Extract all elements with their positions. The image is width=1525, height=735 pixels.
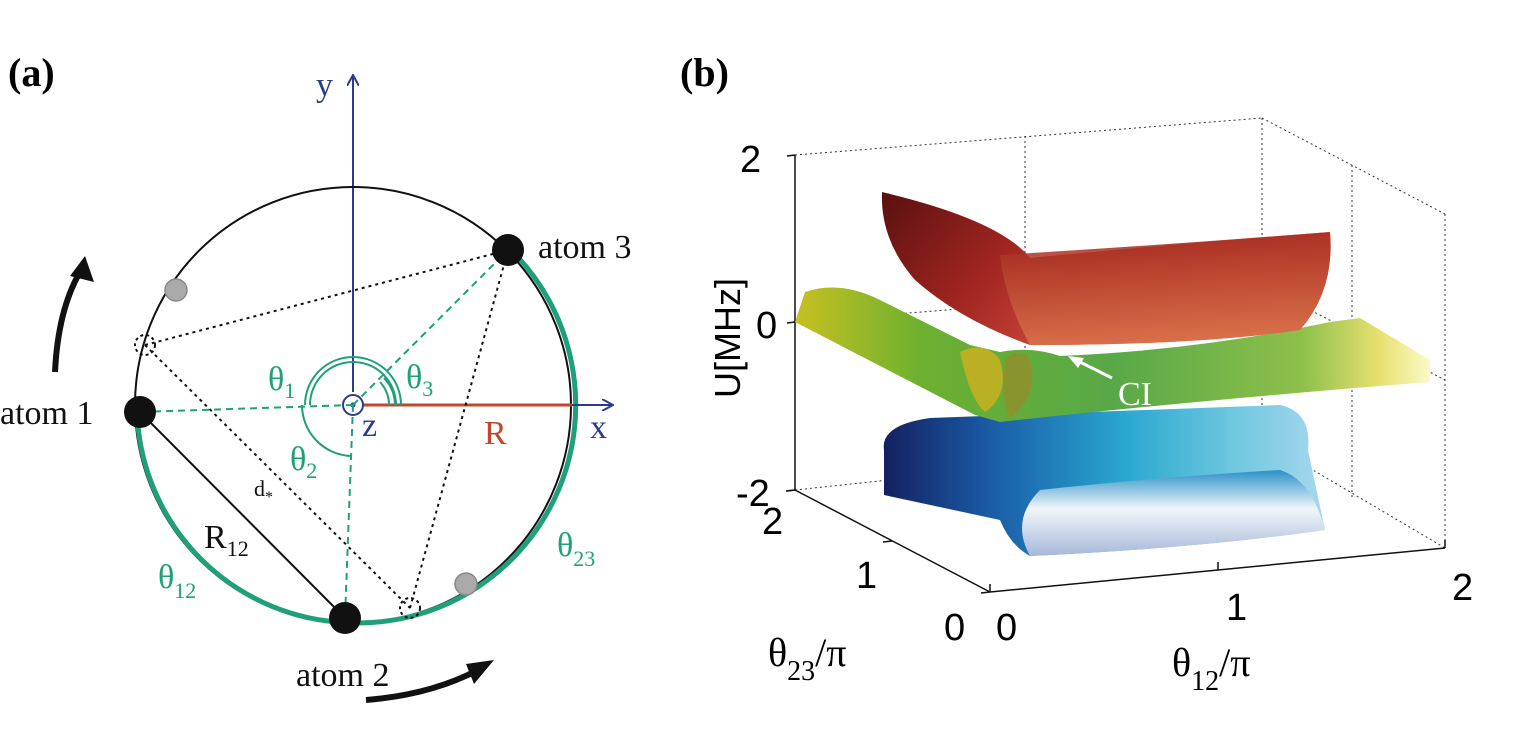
- y-axis-label: θ23/π: [768, 630, 846, 687]
- theta12-label: θ12: [158, 559, 196, 603]
- radius-label: R: [484, 415, 507, 452]
- x-axis-label: θ12/π: [1172, 640, 1250, 697]
- theta23-arc: [356, 248, 579, 626]
- atom-2-label: atom 2: [296, 657, 389, 694]
- atom-1-dot: [124, 396, 156, 428]
- dotted-position-marker-1: [134, 334, 156, 356]
- rotation-arrow-left: [52, 270, 83, 373]
- z-tick-2: 2: [740, 139, 761, 181]
- atom-1-label: atom 1: [0, 395, 93, 432]
- tick-marks: [785, 154, 1446, 594]
- theta1-label: θ1: [268, 361, 295, 403]
- atom-3-dot: [492, 234, 524, 266]
- r12-label: R12: [204, 519, 249, 561]
- atom-position-lines: [139, 249, 509, 619]
- z-axis-label: U[MHz]: [707, 278, 748, 398]
- ghost-atom-2: [454, 572, 478, 596]
- z-tick-0: 0: [756, 305, 777, 347]
- x-tick-1: 1: [1226, 587, 1247, 629]
- z-tick-neg2: -2: [736, 473, 770, 515]
- dstar-label: d*: [254, 476, 273, 506]
- distance-lines: [144, 249, 509, 609]
- atom-3-label: atom 3: [538, 229, 631, 266]
- y-tick-0: 0: [944, 607, 965, 649]
- atom-2-dot: [329, 602, 361, 634]
- y-tick-1: 1: [856, 555, 877, 597]
- x-tick-2: 2: [1452, 567, 1473, 609]
- theta23-label: θ23: [557, 527, 595, 571]
- rotation-arrow-bottom: [365, 667, 480, 703]
- ci-label: CI: [1118, 376, 1152, 413]
- y-tick-2: 2: [762, 501, 783, 543]
- panel-a: (a) y x R z: [0, 50, 631, 703]
- panel-b: (b): [680, 50, 1473, 697]
- y-axis-label: y: [316, 67, 333, 104]
- theta1-angle-arc: [309, 361, 397, 406]
- ci-arrow: [1075, 358, 1113, 380]
- x-tick-0: 0: [996, 607, 1017, 649]
- theta2-label: θ2: [290, 441, 317, 483]
- theta2-angle-arc: [300, 404, 352, 457]
- panel-a-label: (a): [8, 50, 55, 95]
- panel-b-label: (b): [680, 50, 729, 95]
- r12-line: [139, 411, 346, 619]
- middle-energy-surface: [795, 287, 1430, 422]
- theta12-arc: [134, 409, 338, 625]
- ghost-atom-1: [164, 278, 188, 302]
- theta3-label: θ3: [406, 359, 433, 401]
- z-axis-label: z: [362, 407, 377, 444]
- dotted-position-marker-2: [399, 597, 421, 619]
- theta3-angle-arc: [379, 381, 390, 406]
- x-axis-label: x: [590, 409, 607, 446]
